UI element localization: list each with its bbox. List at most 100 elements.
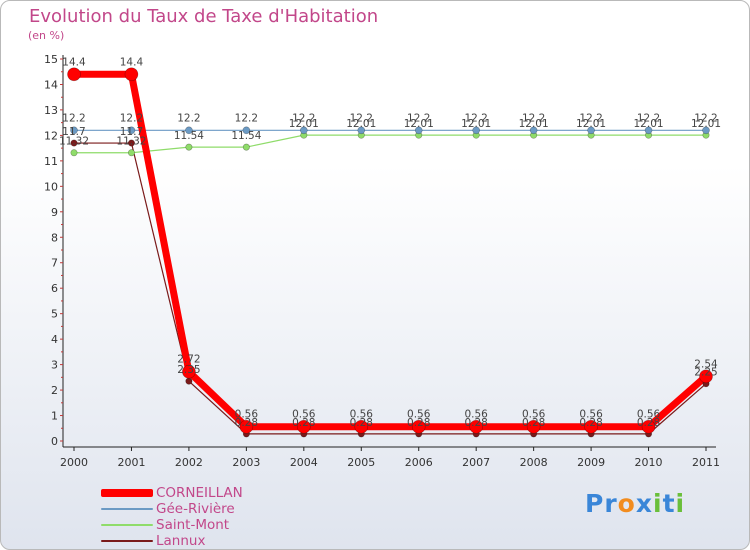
legend-swatch-lannux (101, 540, 153, 542)
data-label-g-e-rivi-re: 12.2 (694, 112, 717, 124)
data-label-corneillan: 0.56 (235, 409, 259, 421)
x-tick-label-2011: 2011 (692, 456, 720, 469)
y-tick-label-13: 13 (44, 104, 58, 117)
data-label-lannux: 0.28 (464, 417, 487, 429)
data-label-g-e-rivi-re: 12.2 (637, 112, 660, 124)
data-point-g-e-rivi-re (644, 126, 653, 135)
data-label-lannux: 0.28 (350, 417, 373, 429)
data-point-g-e-rivi-re (300, 126, 308, 135)
legend-swatch-saint-mont (101, 524, 153, 526)
y-tick-label-1: 1 (51, 410, 58, 423)
data-point-g-e-rivi-re (472, 126, 480, 135)
data-label-saint-mont: 12.01 (461, 118, 491, 130)
data-point-corneillan (411, 419, 426, 434)
data-point-corneillan (584, 419, 598, 434)
data-label-lannux: 0.28 (637, 417, 660, 429)
data-point-g-e-rivi-re (127, 126, 136, 135)
y-tick-label-15: 15 (44, 53, 58, 66)
data-point-lannux (185, 377, 193, 385)
data-point-g-e-rivi-re (414, 126, 423, 135)
data-label-lannux: 11.7 (120, 126, 143, 138)
data-label-saint-mont: 12.01 (346, 118, 376, 130)
y-tick-label-2: 2 (51, 384, 58, 397)
data-label-saint-mont: 12.01 (519, 118, 549, 130)
logo-letter: r (604, 489, 618, 518)
x-tick-label-2003: 2003 (232, 456, 260, 469)
data-label-g-e-rivi-re: 12.2 (292, 112, 315, 124)
data-label-saint-mont: 11.54 (231, 130, 261, 142)
x-tick-label-2006: 2006 (405, 456, 433, 469)
data-label-saint-mont: 12.01 (404, 118, 434, 130)
x-tick-label-2008: 2008 (520, 456, 548, 469)
data-label-saint-mont: 12.01 (634, 118, 664, 130)
data-label-lannux: 0.28 (407, 417, 430, 429)
x-tick-label-2002: 2002 (175, 456, 203, 469)
x-tick-label-2001: 2001 (117, 456, 145, 469)
data-label-lannux: 0.28 (292, 417, 315, 429)
data-point-corneillan (699, 369, 713, 384)
data-label-corneillan: 0.56 (350, 409, 374, 421)
data-point-corneillan (641, 419, 656, 434)
data-point-corneillan (354, 419, 369, 434)
y-tick-label-3: 3 (51, 359, 58, 372)
legend-swatch-corneillan (101, 489, 153, 497)
data-label-g-e-rivi-re: 12.2 (235, 112, 258, 124)
data-label-saint-mont: 11.54 (174, 130, 204, 142)
data-labels: 14.4 14.4 2.72 0.56 0.56 0.56 0.56 0.56 0.56 0.56… (59, 56, 721, 429)
data-point-corneillan (526, 419, 541, 434)
data-label-corneillan: 0.56 (522, 409, 546, 421)
data-label-lannux: 0.28 (579, 417, 602, 429)
data-label-g-e-rivi-re: 12.2 (464, 112, 487, 124)
x-tick-label-2007: 2007 (462, 456, 490, 469)
data-point-saint-mont (127, 149, 135, 157)
legend-label-saint-mont: Saint-Mont (156, 517, 230, 533)
data-point-corneillan (239, 419, 254, 434)
data-label-lannux: 2.25 (694, 367, 717, 379)
data-point-corneillan (124, 67, 139, 82)
data-label-g-e-rivi-re: 12.2 (579, 112, 602, 124)
data-label-lannux: 2.35 (177, 364, 200, 376)
data-label-saint-mont: 11.32 (59, 136, 89, 148)
y-tick-label-14: 14 (44, 78, 58, 91)
logo-letter: i (653, 489, 663, 518)
data-label-corneillan: 0.56 (579, 409, 603, 421)
legend-swatch-gee-riviere (101, 508, 153, 510)
data-point-g-e-rivi-re (242, 126, 251, 135)
y-tick-label-6: 6 (51, 282, 58, 295)
data-point-corneillan (182, 364, 196, 379)
data-point-g-e-rivi-re (185, 126, 193, 135)
y-tick-label-4: 4 (51, 333, 58, 346)
legend-label-gee-riviere: Gée-Rivière (156, 501, 235, 517)
data-label-corneillan: 2.72 (177, 354, 200, 366)
data-point-saint-mont (70, 149, 78, 157)
data-label-lannux: 0.28 (522, 417, 545, 429)
data-point-g-e-rivi-re (70, 126, 78, 135)
y-tick-label-9: 9 (51, 206, 58, 219)
data-label-corneillan: 0.56 (407, 409, 431, 421)
data-label-g-e-rivi-re: 12.2 (62, 112, 85, 124)
data-point-corneillan (469, 419, 483, 434)
series-lines (74, 70, 709, 435)
data-label-g-e-rivi-re: 12.2 (120, 112, 143, 124)
data-point-lannux (127, 139, 135, 147)
series-line-corneillan (74, 70, 709, 431)
x-tick-label-2005: 2005 (347, 456, 375, 469)
logo-letter: i (675, 489, 686, 518)
series-line-lannux (74, 142, 707, 435)
data-label-corneillan: 0.56 (637, 409, 661, 421)
x-tick-label-2004: 2004 (290, 456, 318, 469)
data-point-g-e-rivi-re (702, 126, 710, 135)
data-label-g-e-rivi-re: 12.2 (177, 112, 200, 124)
data-point-corneillan (67, 67, 81, 82)
legend-label-corneillan: CORNEILLAN (156, 485, 243, 501)
data-label-corneillan: 2.54 (694, 358, 718, 370)
y-tick-label-8: 8 (51, 231, 58, 244)
data-point-g-e-rivi-re (529, 126, 538, 135)
y-tick-label-7: 7 (51, 257, 58, 270)
data-label-lannux: 11.7 (62, 126, 85, 138)
chart-title: Evolution du Taux de Taxe d'Habitation (29, 6, 379, 27)
data-label-corneillan: 0.56 (464, 409, 488, 421)
logo-letter: x (635, 489, 653, 518)
